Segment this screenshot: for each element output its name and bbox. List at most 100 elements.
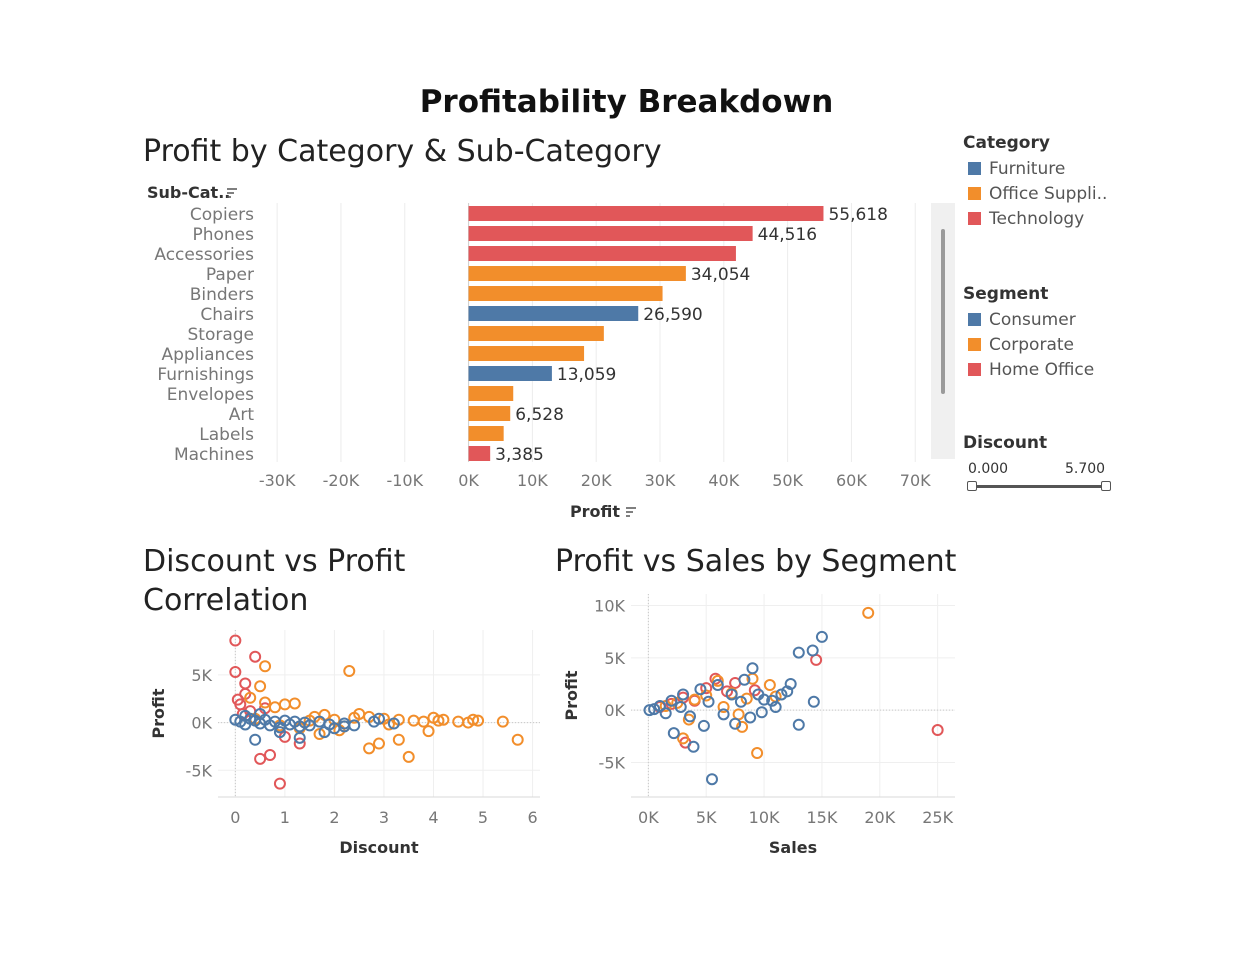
- point-office-supplies: [288, 697, 301, 710]
- legend-item-technology[interactable]: Technology: [968, 207, 1107, 232]
- bar-appliances: [468, 346, 585, 361]
- data-label: 13,059: [557, 365, 616, 385]
- point-office-supplies: [363, 742, 376, 755]
- home-office-swatch: [968, 363, 981, 376]
- legend-item-home-office[interactable]: Home Office: [968, 358, 1094, 383]
- point-corporate: [740, 692, 753, 705]
- y-tick-label: Furnishings: [157, 365, 254, 385]
- x-tick-label: 50K: [772, 471, 803, 490]
- point-consumer: [706, 773, 718, 786]
- dashboard-title: Profitability Breakdown: [419, 84, 834, 120]
- furniture-swatch: [968, 162, 981, 175]
- point-consumer: [648, 703, 661, 716]
- point-furniture: [254, 707, 267, 720]
- point-home-office: [931, 724, 944, 737]
- point-furniture: [338, 720, 351, 733]
- x-tick-label: 4: [428, 808, 438, 827]
- data-label: 26,590: [643, 305, 702, 325]
- legend-item-office-supplies[interactable]: Office Suppli..: [968, 182, 1107, 207]
- y-axis-label: Profit: [562, 670, 581, 720]
- point-corporate: [736, 720, 749, 733]
- point-consumer: [694, 683, 707, 696]
- legend-item-consumer[interactable]: Consumer: [968, 308, 1094, 333]
- sales-scatter-title: Profit vs Sales by Segment: [555, 544, 957, 579]
- y-tick-label: Machines: [174, 445, 254, 465]
- x-tick-label: 30K: [645, 471, 676, 490]
- bar-group: 55,618 44,516 34,054 26,590 13,059 6,528 3,385: [468, 205, 888, 465]
- discount-min-value: 0.000: [968, 461, 1009, 477]
- x-tick-label: 1: [280, 808, 290, 827]
- data-label: 55,618: [828, 205, 887, 225]
- x-tick-label: 5K: [696, 808, 717, 827]
- y-tick-label: -5K: [186, 761, 213, 780]
- bar-furnishings: [468, 366, 552, 381]
- point-consumer: [725, 688, 738, 701]
- point-office-supplies: [496, 715, 509, 728]
- point-consumer: [729, 717, 742, 730]
- bar-art: [468, 406, 511, 421]
- point-corporate: [862, 606, 875, 619]
- y-tick-label: 0K: [191, 714, 212, 733]
- office-supplies-swatch: [968, 187, 981, 200]
- x-tick-label: 5: [478, 808, 488, 827]
- point-consumer: [697, 719, 710, 732]
- point-technology: [293, 737, 306, 750]
- point-technology: [229, 665, 242, 678]
- point-consumer: [717, 708, 730, 721]
- point-consumer: [752, 688, 765, 701]
- scrollbar-thumb: [941, 229, 945, 394]
- discount-slider-min-handle[interactable]: [967, 481, 977, 491]
- point-office-supplies: [268, 701, 281, 714]
- point-furniture: [273, 726, 286, 739]
- point-consumer: [746, 662, 759, 675]
- x-tick-label: 20K: [864, 808, 895, 827]
- point-consumer: [775, 688, 788, 701]
- point-corporate: [751, 747, 764, 760]
- point-consumer: [687, 740, 700, 753]
- x-tick-label: 0: [230, 808, 240, 827]
- point-furniture: [249, 733, 262, 746]
- legend-label: Technology: [989, 209, 1085, 229]
- point-consumer: [792, 646, 805, 659]
- point-consumer: [674, 701, 687, 714]
- point-furniture: [387, 717, 400, 730]
- data-label: 44,516: [758, 225, 817, 245]
- point-home-office: [709, 672, 722, 685]
- legend-item-furniture[interactable]: Furniture: [968, 157, 1107, 182]
- point-consumer: [807, 695, 820, 708]
- point-office-supplies: [373, 737, 385, 750]
- point-technology: [254, 752, 267, 765]
- bar-paper: [468, 266, 686, 281]
- point-office-supplies: [392, 733, 405, 746]
- bar-binders: [468, 286, 663, 301]
- x-tick-label: 10K: [749, 808, 780, 827]
- bar-chairs: [468, 306, 639, 321]
- x-tick-label: 0K: [638, 808, 659, 827]
- x-tick-label: 40K: [708, 471, 739, 490]
- legend-label: Office Suppli..: [989, 184, 1108, 204]
- point-corporate: [763, 679, 776, 692]
- point-home-office: [700, 682, 713, 695]
- discount-slider-track[interactable]: [972, 485, 1106, 488]
- point-consumer: [781, 685, 794, 698]
- point-office-supplies: [343, 665, 356, 678]
- legend-label: Corporate: [989, 335, 1074, 355]
- data-label: 3,385: [495, 445, 544, 465]
- bar-machines: [468, 446, 491, 461]
- point-office-supplies: [259, 660, 272, 673]
- point-office-supplies: [432, 714, 445, 727]
- sort-icon: [227, 188, 237, 198]
- discount-slider-max-handle[interactable]: [1101, 481, 1111, 491]
- y-tick-label: Labels: [199, 425, 254, 445]
- point-consumer: [769, 701, 782, 714]
- point-consumer: [806, 644, 819, 657]
- point-technology: [229, 634, 242, 647]
- point-technology: [231, 693, 244, 706]
- x-tick-label: -20K: [323, 471, 360, 490]
- bar-labels: [468, 426, 504, 441]
- legend-label: Consumer: [989, 310, 1076, 330]
- y-tick-label: Binders: [190, 285, 254, 305]
- legend-item-corporate[interactable]: Corporate: [968, 333, 1094, 358]
